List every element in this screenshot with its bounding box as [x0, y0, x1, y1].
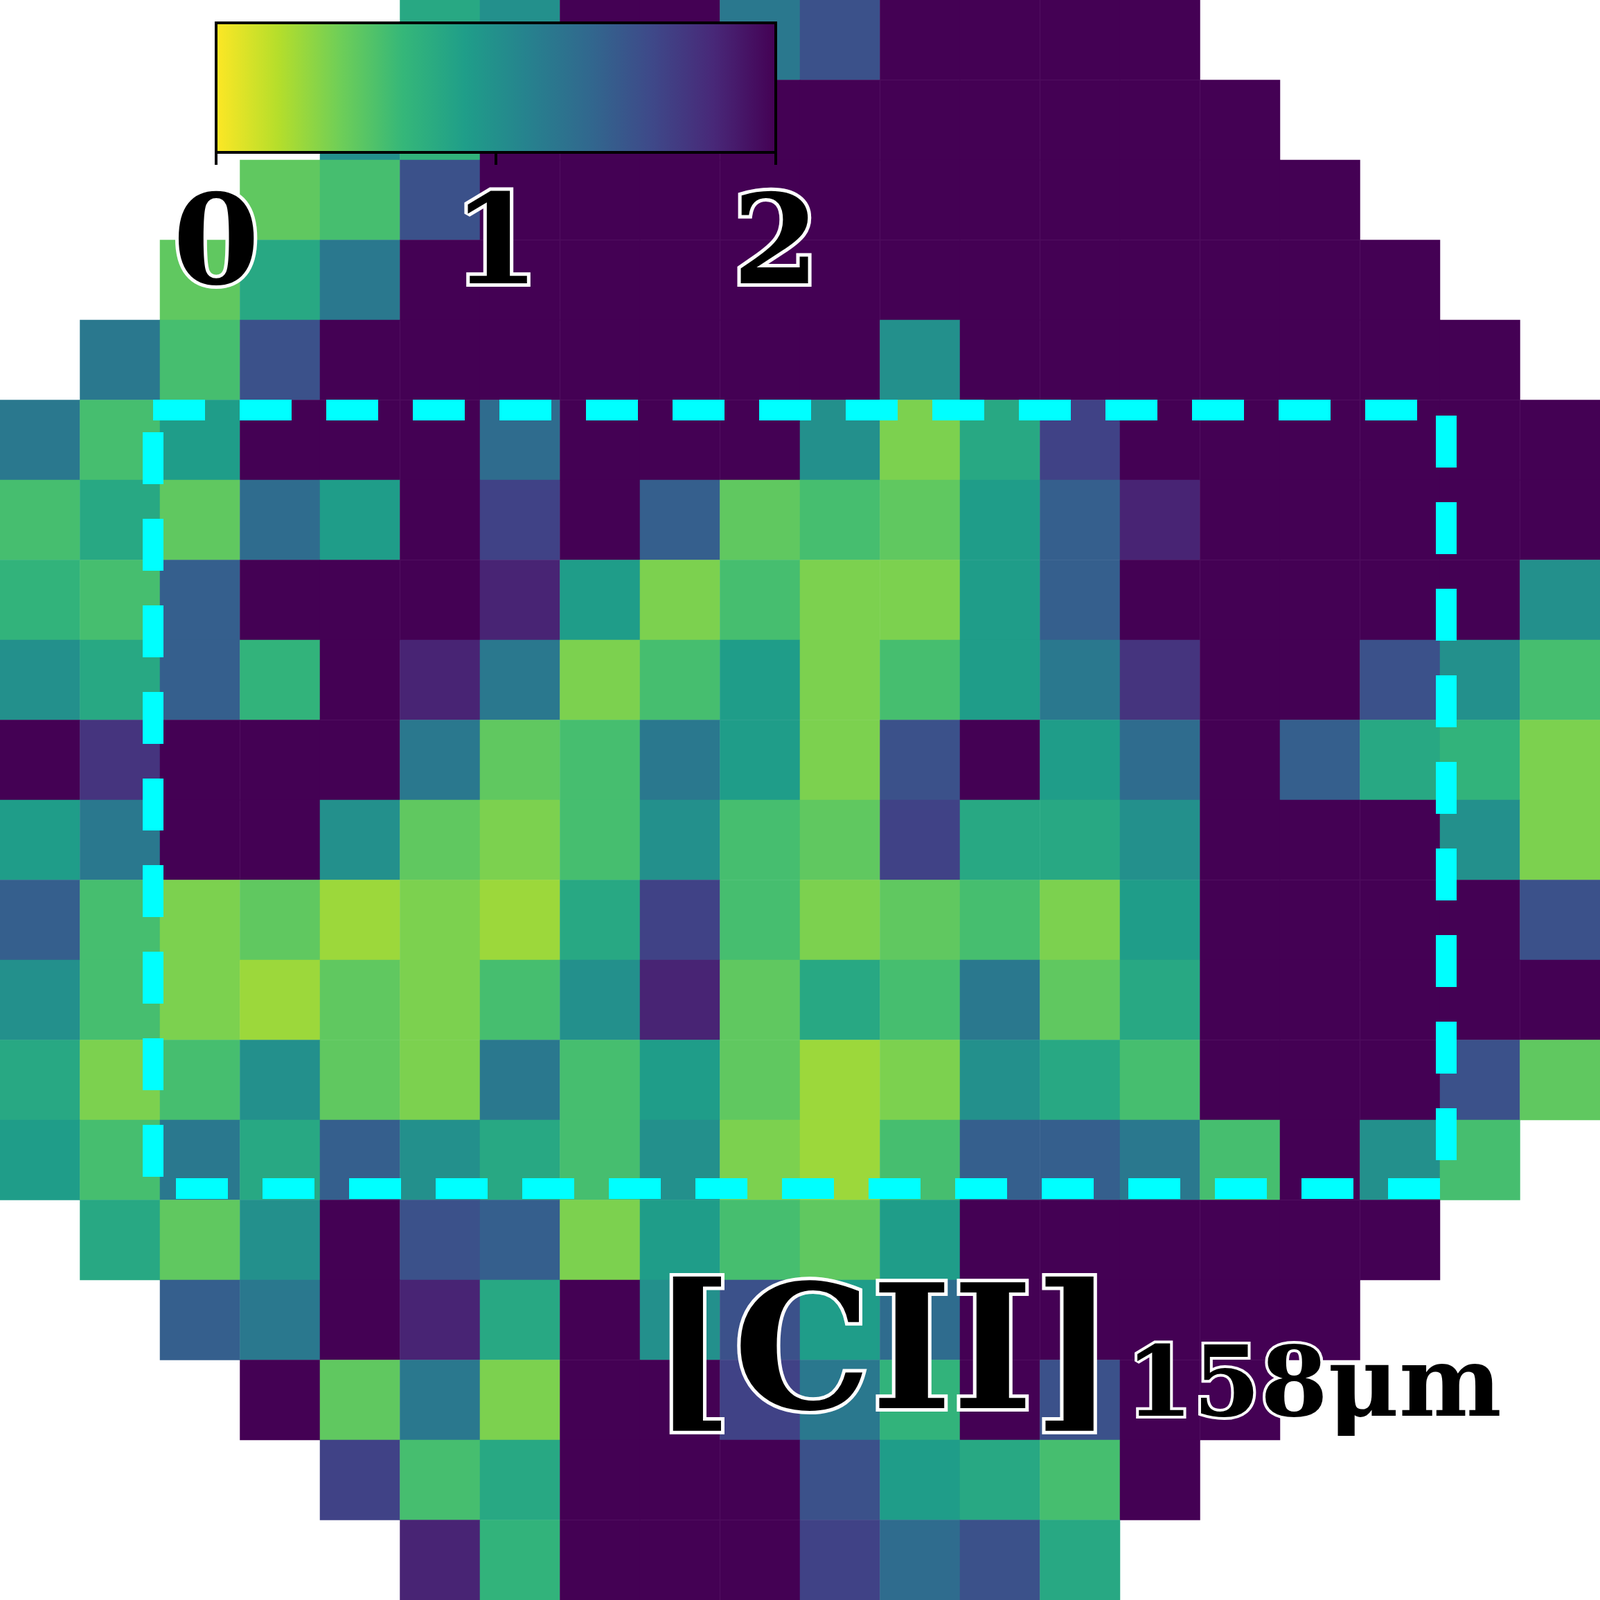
- svg-text:2: 2: [732, 166, 819, 313]
- svg-text:158μm: 158μm: [1125, 1325, 1502, 1439]
- svg-text:[CII]: [CII]: [651, 1245, 1116, 1450]
- svg-text:1: 1: [452, 166, 539, 313]
- svg-text:0: 0: [172, 166, 260, 313]
